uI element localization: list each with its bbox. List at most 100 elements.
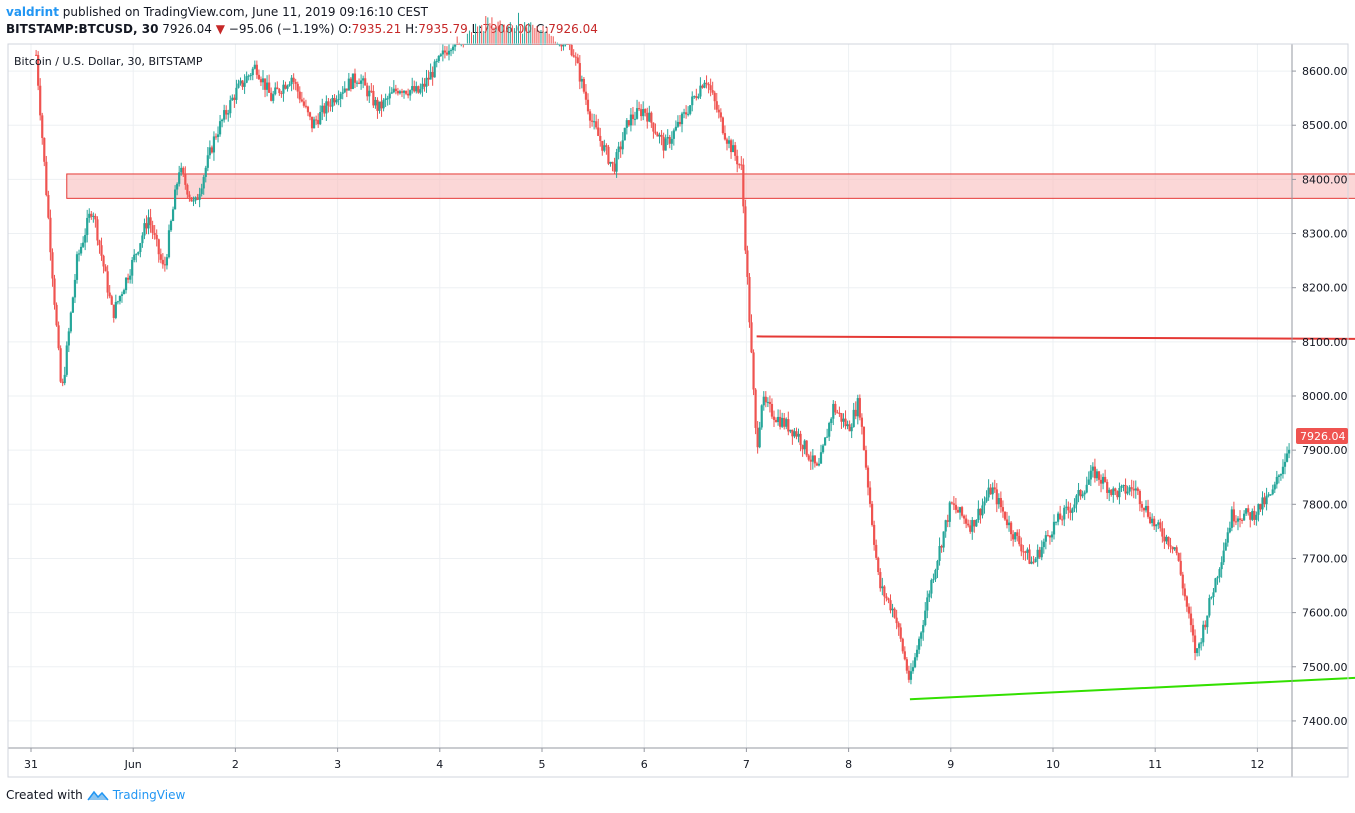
price-axis[interactable]: 7400.00 7500.00 7600.00 7700.00 7800.00 7900.…: [1292, 65, 1348, 728]
candle-up: [454, 44, 457, 47]
resistance-zone: [66, 173, 1355, 199]
candle-down: [1263, 497, 1266, 505]
candle-down: [613, 163, 616, 172]
candle-up: [202, 176, 205, 189]
candle-up: [208, 147, 211, 156]
candle-down: [159, 254, 162, 260]
support-line[interactable]: [909, 637, 1355, 701]
candle-down: [353, 73, 357, 83]
candle-down: [736, 155, 739, 165]
candle-up: [942, 531, 945, 548]
candle-down: [627, 120, 630, 126]
candle-down: [39, 85, 42, 116]
time-axis[interactable]: 31 Jun 2 3 4 5 6 7 8 9 10 11 12: [24, 748, 1264, 771]
down-triangle-icon: ▼: [215, 22, 225, 36]
candle-down: [370, 90, 373, 92]
candle-up: [441, 50, 444, 55]
candle-down: [764, 396, 767, 403]
candle-up: [648, 112, 651, 122]
candle-up: [384, 98, 387, 100]
candle-down: [407, 93, 410, 96]
candle-down: [257, 74, 261, 80]
candle-up: [411, 86, 414, 91]
author-name[interactable]: valdrint: [6, 5, 59, 19]
candle-down: [836, 412, 839, 414]
candle-up: [321, 105, 324, 113]
candle-up: [223, 110, 226, 120]
candle-up: [194, 197, 197, 201]
candle-down: [1234, 521, 1238, 523]
candle-up: [1243, 513, 1246, 521]
candle-up: [909, 671, 913, 680]
candle-down: [952, 503, 955, 505]
candle-down: [582, 78, 586, 92]
candle-up: [409, 90, 412, 96]
candle-up: [253, 64, 256, 69]
created-with-label: Created with: [6, 788, 83, 802]
candle-up: [934, 570, 937, 580]
candle-up: [1261, 497, 1264, 510]
candle-up: [88, 213, 91, 218]
candle-down: [644, 109, 647, 113]
candle-down: [809, 459, 812, 462]
candle-up: [1228, 527, 1231, 533]
candle-up: [1226, 532, 1229, 543]
candle-down: [100, 245, 103, 256]
candle-down: [815, 463, 819, 466]
candle-up: [760, 405, 763, 428]
candle-up: [386, 98, 389, 100]
ohlc-line: BITSTAMP:BTCUSD, 30 7926.04 ▼ −95.06 (−1…: [6, 22, 598, 36]
candle-down: [49, 217, 52, 253]
candle-down: [844, 418, 847, 427]
candle-down: [315, 119, 318, 121]
candle-up: [918, 638, 921, 650]
candle-down: [588, 111, 592, 121]
candle-down: [270, 92, 273, 101]
candle-up: [1034, 558, 1037, 563]
candle-up: [114, 301, 117, 318]
candle-up: [120, 294, 124, 296]
candle-up: [762, 396, 765, 406]
low-label: L:: [471, 22, 483, 36]
candle-down: [284, 84, 287, 89]
candle-up: [924, 610, 927, 626]
candle-up: [1255, 514, 1258, 520]
tradingview-brand[interactable]: TradingView: [112, 788, 186, 802]
candle-up: [1112, 488, 1115, 495]
candle-up: [1101, 476, 1105, 484]
candle-up: [429, 71, 432, 80]
candle-down: [394, 88, 397, 92]
candle-down: [756, 427, 759, 448]
candle-down: [607, 146, 610, 164]
candle-up: [1128, 487, 1131, 492]
candle-down: [893, 608, 896, 618]
candle-up: [936, 560, 939, 571]
candle-down: [576, 57, 579, 64]
candle-up: [817, 463, 821, 466]
candle-down: [740, 164, 743, 166]
candle-up: [781, 417, 784, 427]
candle-down: [47, 195, 50, 218]
candle-up: [852, 409, 855, 427]
candle-down: [1059, 513, 1062, 520]
price-tick-label: 7600.00: [1302, 607, 1348, 620]
candle-up: [1026, 549, 1029, 553]
resistance-line[interactable]: [756, 335, 1355, 341]
candle-down: [834, 403, 837, 413]
candle-up: [1007, 522, 1011, 526]
candle-up: [71, 297, 75, 313]
candle-up: [983, 501, 986, 506]
candle-down: [715, 101, 718, 110]
candle-up: [1081, 494, 1084, 497]
candle-down: [795, 431, 798, 437]
candle-down: [746, 250, 749, 277]
candle-up: [932, 579, 935, 581]
candle-up: [680, 113, 684, 125]
candle-down: [1177, 553, 1180, 561]
candle-up: [1108, 489, 1111, 493]
candle-down: [695, 96, 698, 99]
candle-up: [664, 138, 667, 151]
candle-down: [210, 147, 213, 153]
candle-down: [102, 255, 105, 267]
